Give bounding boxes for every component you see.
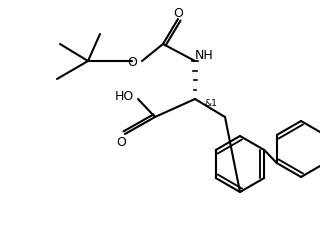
Text: NH: NH [195, 48, 214, 61]
Text: O: O [116, 135, 126, 148]
Text: &1: &1 [204, 98, 217, 107]
Text: O: O [173, 7, 183, 19]
Text: HO: HO [114, 89, 134, 102]
Text: O: O [127, 55, 137, 68]
